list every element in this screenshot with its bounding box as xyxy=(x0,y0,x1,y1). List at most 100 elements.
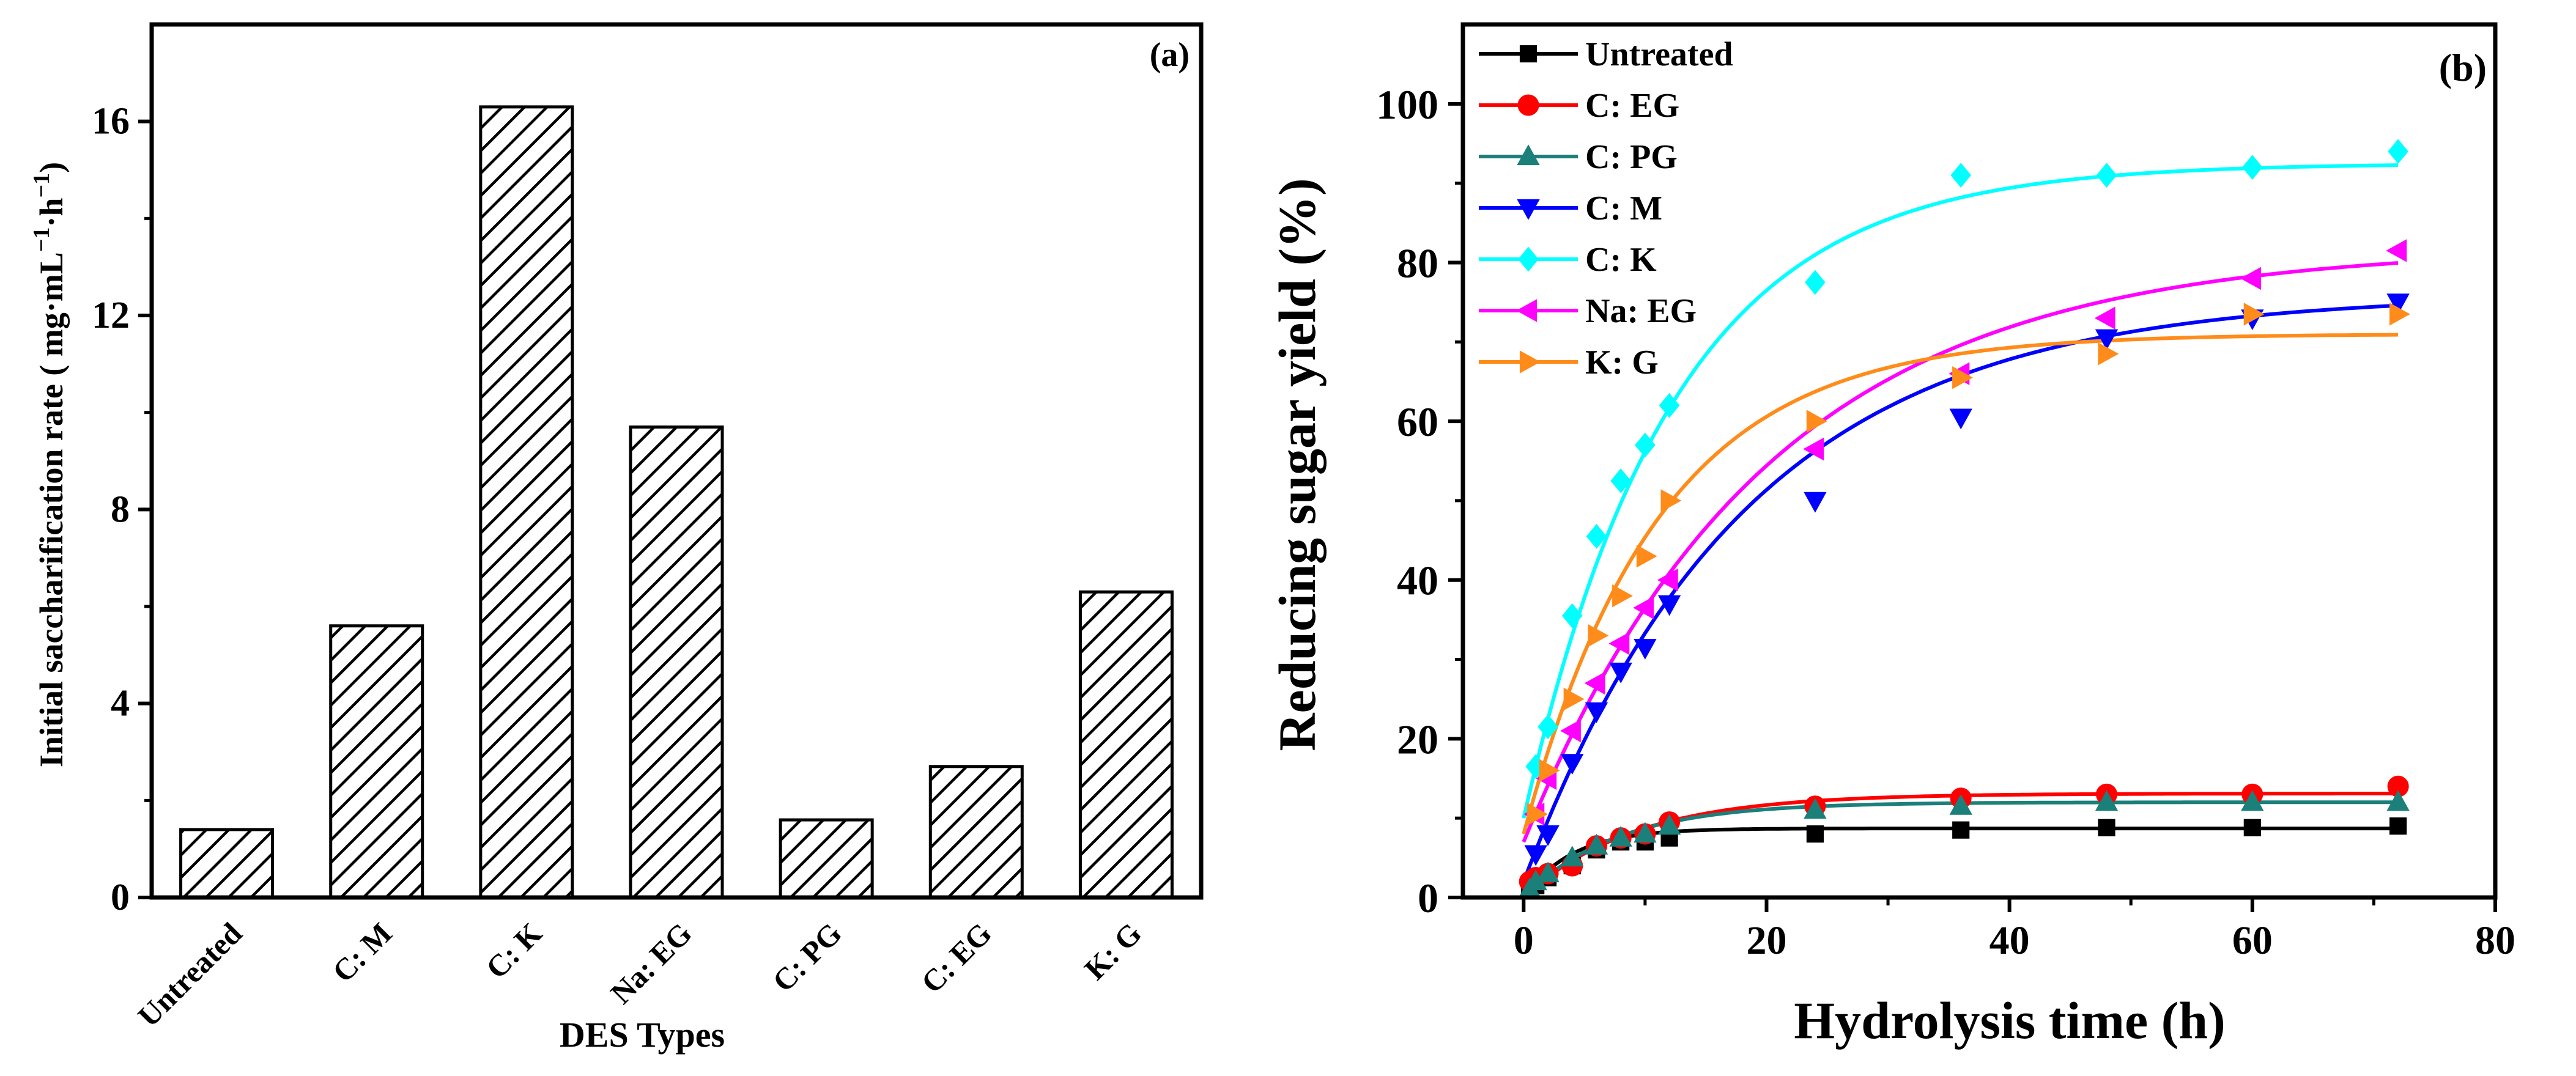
bars-group xyxy=(179,105,1174,899)
panel-a-y-axis-title: Initial saccharification rate ( mg·mL−1·… xyxy=(29,162,70,767)
legend-label: C: M xyxy=(1585,190,1662,227)
data-point xyxy=(1536,861,1560,883)
data-point xyxy=(1804,492,1827,513)
data-point xyxy=(1536,825,1560,846)
legend-entry: C: M xyxy=(1479,190,1662,227)
data-point xyxy=(2095,790,2119,811)
fit-curve xyxy=(1522,827,2399,897)
data-point xyxy=(2098,819,2115,836)
panel-a-bar-chart: 0 4 8 12 16 Untreated C: M C: K Na: EG C: PG C: E… xyxy=(29,22,1204,1055)
data-point xyxy=(1804,798,1827,819)
data-point xyxy=(1660,489,1682,512)
panel-b-label: (b) xyxy=(2439,46,2487,89)
panel-a-x-axis-title: DES Types xyxy=(560,1015,725,1055)
data-point xyxy=(1634,638,1657,660)
x-tick-label: C: K xyxy=(479,916,548,985)
data-point xyxy=(2242,155,2263,180)
panel-a-frame xyxy=(149,22,1204,900)
data-point xyxy=(1609,662,1632,684)
data-point xyxy=(2240,267,2261,290)
legend-marker xyxy=(1518,246,1539,272)
y-tick-label: 16 xyxy=(92,101,130,142)
data-point xyxy=(1527,802,1548,826)
panel-b-frame xyxy=(1460,22,2498,900)
data-point xyxy=(1659,392,1680,418)
x-tick-label: K: G xyxy=(1078,916,1148,986)
data-point xyxy=(1560,719,1581,743)
data-point xyxy=(1585,833,1608,855)
y-tick-label: 100 xyxy=(1376,81,1438,128)
legend-marker xyxy=(1519,350,1541,374)
data-point xyxy=(1561,754,1584,775)
data-point xyxy=(1586,523,1607,549)
y-tick-label: 0 xyxy=(1418,875,1438,921)
data-point xyxy=(1608,632,1630,655)
y-tick-label: 40 xyxy=(1397,558,1438,604)
data-point xyxy=(2243,303,2265,326)
legend-label: K: G xyxy=(1585,344,1659,381)
data-point xyxy=(2386,239,2407,262)
data-point xyxy=(2094,306,2115,330)
data-point xyxy=(1657,814,1681,835)
data-point xyxy=(1806,825,1824,843)
x-tick-label: 80 xyxy=(2475,918,2515,963)
bar xyxy=(1078,590,1174,899)
data-point xyxy=(1949,408,1972,430)
x-tick-label: C: EG xyxy=(914,916,998,1000)
data-point xyxy=(1538,714,1558,740)
panel-b-x-axis-title: Hydrolysis time (h) xyxy=(1794,991,2226,1050)
y-tick-label: 20 xyxy=(1397,716,1438,762)
x-tick-label: 0 xyxy=(1514,918,1534,963)
data-point xyxy=(2095,329,2119,350)
data-point xyxy=(1524,845,1547,866)
legend-entry: Untreated xyxy=(1479,35,1733,73)
legend-label: C: EG xyxy=(1585,87,1679,125)
data-point xyxy=(1657,595,1681,616)
legend-marker xyxy=(1517,94,1539,116)
data-point xyxy=(1657,569,1678,592)
y-tick-label: 80 xyxy=(1397,240,1438,286)
x-tick-label: C: M xyxy=(325,916,398,989)
data-point xyxy=(2389,303,2410,326)
data-point xyxy=(1633,596,1654,619)
y-tick-label: 12 xyxy=(92,295,130,336)
legend-entry: K: G xyxy=(1479,344,1659,381)
data-point xyxy=(2389,817,2407,835)
bar xyxy=(928,765,1024,899)
legend-label: Untreated xyxy=(1585,35,1733,73)
data-point xyxy=(1563,687,1585,711)
y-tick-label: 0 xyxy=(111,877,130,918)
panel-b-y-axis-title: Reducing sugar yield (%) xyxy=(1268,178,1327,751)
legend-marker xyxy=(1517,199,1540,220)
data-point xyxy=(1585,702,1608,723)
data-point xyxy=(1609,825,1632,847)
data-point xyxy=(1806,410,1827,433)
data-point xyxy=(1952,821,1970,839)
legend-entry: C: K xyxy=(1479,241,1657,279)
x-tick-label: Na: EG xyxy=(604,916,698,1011)
data-point xyxy=(1805,270,1826,295)
data-point xyxy=(1610,468,1631,493)
x-tick-label: 20 xyxy=(1746,918,1786,963)
legend-marker xyxy=(1519,45,1538,63)
data-point xyxy=(1952,366,1973,389)
data-point xyxy=(2241,790,2264,811)
bar xyxy=(179,828,275,899)
plot-area xyxy=(1519,139,2410,897)
bar xyxy=(329,624,424,899)
legend: Untreated C: EG C: PG C: M C: K Na: EG K: G xyxy=(1479,35,1733,381)
panel-b-scatter-chart: 0 20 40 60 80 0 20 40 60 80 100 Untreated C: EG C: P… xyxy=(1268,22,2515,1050)
data-point xyxy=(2098,342,2119,366)
fit-curve xyxy=(1522,800,2399,897)
data-point xyxy=(1561,846,1584,867)
data-point xyxy=(1584,671,1605,695)
legend-marker xyxy=(1516,299,1538,322)
data-point xyxy=(2243,819,2261,836)
data-point xyxy=(1634,822,1657,843)
data-point xyxy=(2096,163,2117,188)
axis-ticks: 0 20 40 60 80 0 20 40 60 80 100 xyxy=(1376,81,2515,963)
legend-marker xyxy=(1517,144,1540,166)
data-point xyxy=(1588,624,1609,647)
legend-entry: C: EG xyxy=(1479,87,1679,125)
